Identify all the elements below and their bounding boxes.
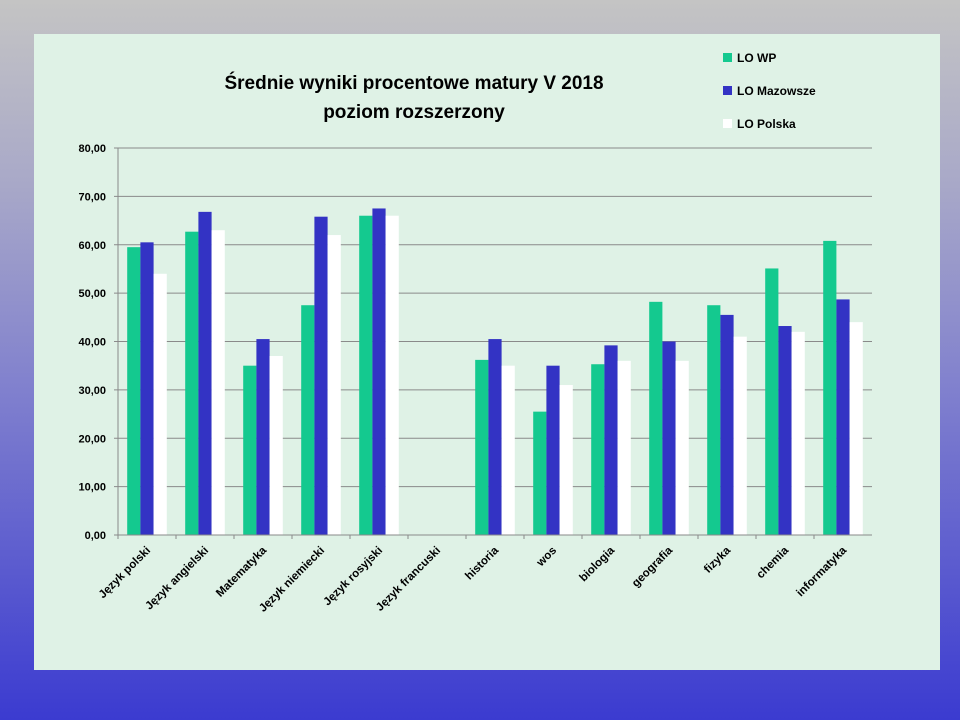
bar [269, 356, 283, 535]
bar [243, 365, 257, 535]
legend-swatch [723, 86, 732, 95]
x-tick-label: Język francuski [374, 545, 443, 614]
x-tick-label: biologia [577, 544, 617, 584]
bar [559, 385, 573, 535]
legend-label: LO Mazowsze [737, 84, 816, 98]
x-tick-label: geografia [630, 544, 676, 590]
legend: LO WP LO Mazowsze LO Polska [723, 51, 816, 131]
bar [327, 235, 341, 535]
legend-label: LO Polska [737, 117, 796, 131]
bar [836, 299, 850, 535]
y-tick-label: 10,00 [78, 482, 106, 494]
bar [185, 231, 199, 535]
bar [140, 242, 154, 536]
bar [720, 314, 734, 535]
y-tick-label: 80,00 [78, 143, 106, 155]
bar [778, 326, 792, 535]
legend-label: LO WP [737, 51, 776, 65]
bar [153, 273, 167, 535]
bar [501, 365, 515, 535]
y-axis-tick-labels: 0,00 10,00 20,00 30,00 40,00 50,00 60,00 70,00 8… [78, 143, 106, 542]
x-tick-label: chemia [755, 544, 792, 581]
y-tick-label: 60,00 [78, 240, 106, 252]
bar [707, 305, 721, 535]
chart-title-line-1: Średnie wyniki procentowe matury V 2018 [224, 72, 603, 94]
bar [198, 211, 212, 536]
bar [617, 360, 631, 535]
chart-title: Średnie wyniki procentowe matury V 2018 … [224, 72, 603, 123]
x-tick-label: Matematyka [214, 544, 269, 599]
bar [675, 360, 689, 535]
bar [591, 364, 605, 535]
bar [372, 208, 386, 535]
slide-panel: Średnie wyniki procentowe matury V 2018 … [34, 34, 940, 670]
y-tick-label: 0,00 [85, 530, 106, 542]
y-tick-label: 40,00 [78, 337, 106, 349]
bar [546, 365, 560, 535]
axes [117, 148, 872, 536]
bar [662, 341, 676, 535]
x-tick-label: informatyka [795, 544, 850, 599]
bars [127, 208, 863, 536]
bar [765, 268, 779, 535]
bar [733, 336, 747, 535]
legend-swatch [723, 119, 732, 128]
bar [256, 339, 270, 535]
bar [791, 331, 805, 535]
bar [533, 411, 547, 535]
y-tick-label: 70,00 [78, 191, 106, 203]
bar [359, 215, 373, 535]
bar [649, 301, 663, 535]
x-tick-label: wos [534, 545, 559, 570]
bar [604, 345, 618, 535]
legend-swatch [723, 53, 732, 62]
x-tick-label: fizyka [702, 544, 734, 576]
x-tick-label: Język angielski [143, 545, 211, 613]
chart: Średnie wyniki procentowe matury V 2018 … [78, 51, 872, 615]
bar [488, 339, 502, 535]
x-tick-label: Język niemiecki [257, 545, 327, 615]
y-tick-label: 30,00 [78, 385, 106, 397]
y-tick-label: 20,00 [78, 433, 106, 445]
x-tick-label: historia [463, 544, 501, 582]
bar [211, 230, 225, 536]
bar [314, 216, 328, 535]
bar [385, 215, 399, 535]
bar [823, 240, 837, 535]
bar [127, 247, 141, 535]
bar [301, 305, 315, 535]
y-tick-label: 50,00 [78, 288, 106, 300]
x-tick-label: Język rosyjski [321, 545, 385, 609]
x-tick-label: Język polski [97, 545, 153, 601]
bar [475, 359, 489, 535]
bar [849, 322, 863, 535]
chart-title-line-2: poziom rozszerzony [323, 102, 505, 123]
